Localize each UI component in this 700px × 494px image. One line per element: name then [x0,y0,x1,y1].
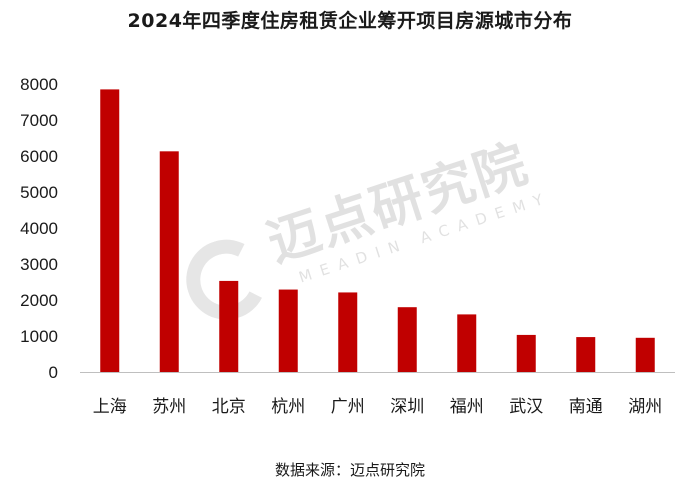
y-tick-label: 0 [49,363,58,382]
bar-1 [100,89,120,373]
bar-9 [576,337,596,372]
y-tick-label: 6000 [20,147,58,166]
x-tick-label: 广州 [331,397,365,417]
y-tick-label: 1000 [20,327,58,346]
bar-5 [338,292,358,372]
chart-title: 2024年四季度住房租赁企业筹开项目房源城市分布 [127,10,573,32]
bar-10 [635,337,655,372]
bar-3 [219,280,239,372]
y-tick-label: 8000 [20,75,58,94]
x-tick-label: 北京 [212,397,246,417]
y-tick-label: 3000 [20,255,58,274]
bar-6 [397,307,417,372]
bar-4 [278,289,298,372]
x-tick-label: 福州 [450,397,484,417]
source-note: 数据来源：迈点研究院 [274,461,425,479]
bar-2 [159,151,179,372]
bar-8 [516,334,536,372]
y-tick-label: 2000 [20,291,58,310]
x-tick-label: 南通 [569,397,603,417]
x-tick-label: 深圳 [390,397,424,417]
y-tick-label: 7000 [20,111,58,130]
x-tick-label: 上海 [93,397,127,417]
x-tick-label: 湖州 [628,397,662,417]
x-tick-label: 苏州 [152,397,186,417]
bar-7 [457,314,477,372]
y-tick-label: 4000 [20,219,58,238]
x-tick-label: 武汉 [509,397,543,417]
y-tick-label: 5000 [20,183,58,202]
x-tick-label: 杭州 [271,397,305,417]
